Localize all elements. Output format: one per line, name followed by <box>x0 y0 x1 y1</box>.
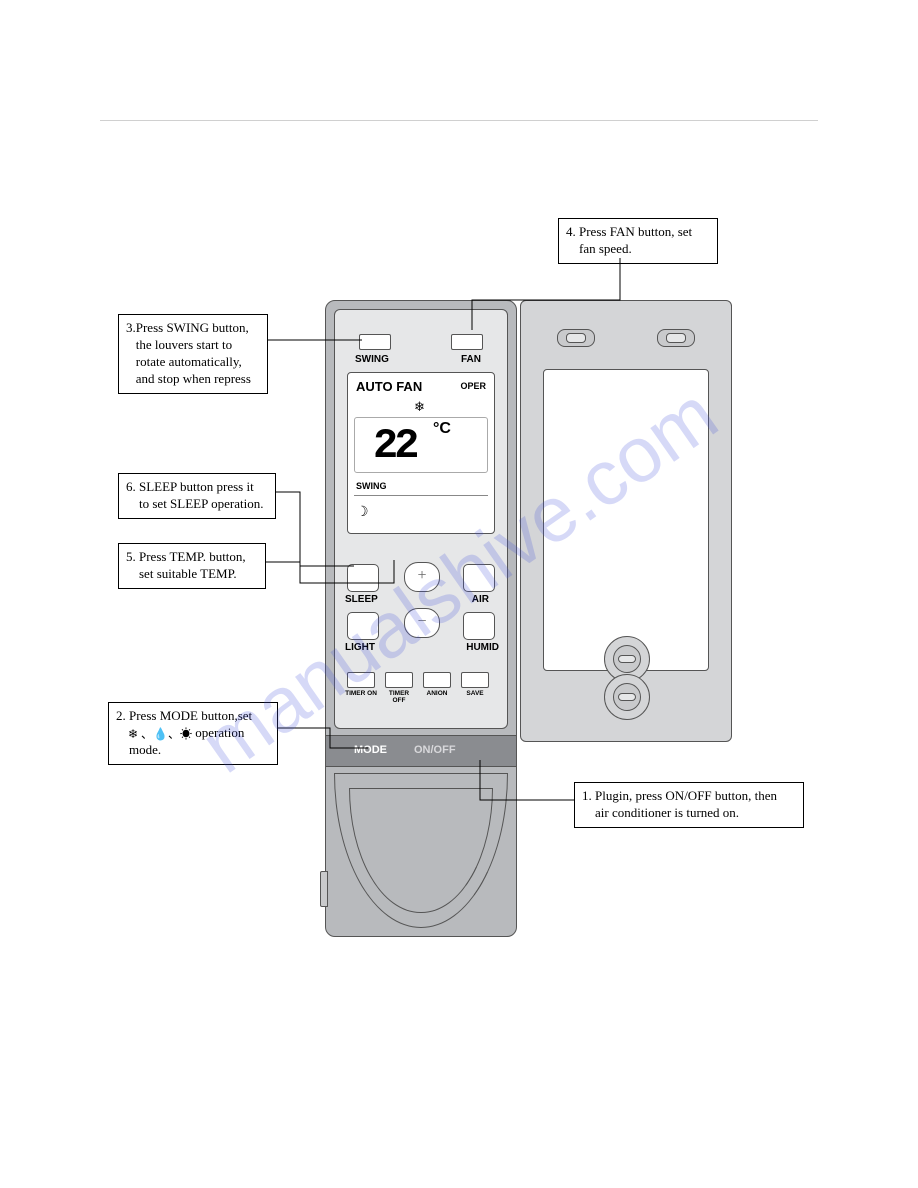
flap-slot-right <box>657 329 695 347</box>
timer-off-button[interactable] <box>385 672 413 688</box>
air-label: AIR <box>472 594 489 605</box>
callout-line: 2. Press MODE button,set <box>116 708 270 725</box>
callout-1-onoff: 1. Plugin, press ON/OFF button, then air… <box>574 782 804 828</box>
callout-4-fan: 4. Press FAN button, set fan speed. <box>558 218 718 264</box>
callout-2-mode: 2. Press MODE button,set ❄ 、💧、☀ operatio… <box>108 702 278 765</box>
mode-button[interactable]: MODE <box>354 744 387 756</box>
callout-line: mode. <box>116 742 270 759</box>
flap-latch-group <box>604 636 648 714</box>
small-button-row: TIMER ON TIMER OFF ANION SAVE <box>347 672 495 712</box>
lcd-auto-fan: AUTO FAN OPER <box>356 379 486 394</box>
side-tab <box>320 871 328 907</box>
remote-body: SWING FAN AUTO FAN OPER ❄ 22 °C SWING ☽ <box>325 300 517 937</box>
lcd-snow-icon: ❄ <box>414 399 425 415</box>
swing-label: SWING <box>355 354 389 365</box>
remote-face: SWING FAN AUTO FAN OPER ❄ 22 °C SWING ☽ <box>334 309 508 729</box>
sleep-label: SLEEP <box>345 594 378 605</box>
callout-3-swing: 3.Press SWING button, the louvers start … <box>118 314 268 394</box>
callout-line: 3.Press SWING button, <box>126 320 260 337</box>
fan-label: FAN <box>461 354 481 365</box>
callout-line: 4. Press FAN button, set <box>566 224 710 241</box>
onoff-button[interactable]: ON/OFF <box>414 744 456 756</box>
save-button[interactable] <box>461 672 489 688</box>
lcd-swing-label: SWING <box>356 481 387 491</box>
timer-off-label: TIMER OFF <box>382 690 416 704</box>
callout-line: and stop when repress <box>126 371 260 388</box>
callout-line: 1. Plugin, press ON/OFF button, then <box>582 788 796 805</box>
lcd-screen: AUTO FAN OPER ❄ 22 °C SWING ☽ <box>347 372 495 534</box>
remote-flap <box>520 300 732 742</box>
air-button[interactable] <box>463 564 495 592</box>
callout-text: operation <box>192 725 244 740</box>
timer-on-label: TIMER ON <box>344 690 378 697</box>
callout-6-sleep: 6. SLEEP button press it to set SLEEP op… <box>118 473 276 519</box>
flap-slot-left <box>557 329 595 347</box>
callout-line: air conditioner is turned on. <box>582 805 796 822</box>
top-rule <box>100 120 818 121</box>
lcd-temp-value: 22 <box>373 422 415 470</box>
callout-line: 5. Press TEMP. button, <box>126 549 258 566</box>
callout-5-temp: 5. Press TEMP. button, set suitable TEMP… <box>118 543 266 589</box>
light-button[interactable] <box>347 612 379 640</box>
flap-latch-bottom <box>604 674 650 720</box>
sleep-button[interactable] <box>347 564 379 592</box>
temp-down-button[interactable]: − <box>404 608 440 638</box>
lcd-temp-unit: °C <box>433 420 451 438</box>
callout-line: the louvers start to <box>126 337 260 354</box>
remote-bottom <box>334 773 508 928</box>
callout-line: set suitable TEMP. <box>126 566 258 583</box>
lcd-oper-text: OPER <box>460 381 486 391</box>
swing-button[interactable] <box>359 334 391 350</box>
callout-line: 6. SLEEP button press it <box>126 479 268 496</box>
fan-button[interactable] <box>451 334 483 350</box>
humid-label: HUMID <box>466 642 499 653</box>
light-label: LIGHT <box>345 642 375 653</box>
temp-up-button[interactable]: + <box>404 562 440 592</box>
lcd-moon-icon: ☽ <box>356 503 369 520</box>
callout-line: rotate automatically, <box>126 354 260 371</box>
flap-window <box>543 369 709 671</box>
mid-button-row: + − SLEEP AIR LIGHT HUMID <box>347 572 495 662</box>
anion-button[interactable] <box>423 672 451 688</box>
save-label: SAVE <box>458 690 492 697</box>
remote-bottom-inner <box>349 788 493 913</box>
lcd-divider <box>354 495 488 496</box>
lcd-temp-box: 22 °C <box>354 417 488 473</box>
callout-line: to set SLEEP operation. <box>126 496 268 513</box>
lcd-auto-fan-text: AUTO FAN <box>356 379 422 394</box>
anion-label: ANION <box>420 690 454 697</box>
page: 3.Press SWING button, the louvers start … <box>0 0 918 1188</box>
mode-icons: ❄ 、💧、☀ <box>116 727 192 743</box>
callout-line: ❄ 、💧、☀ operation <box>116 725 270 743</box>
callout-line: fan speed. <box>566 241 710 258</box>
mode-bar: MODE ON/OFF <box>326 735 516 767</box>
humid-button[interactable] <box>463 612 495 640</box>
timer-on-button[interactable] <box>347 672 375 688</box>
